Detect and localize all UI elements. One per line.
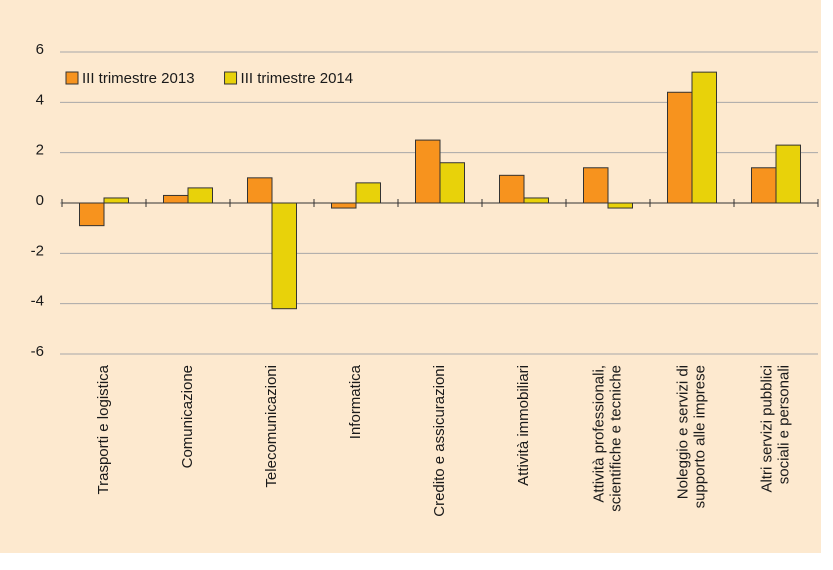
- x-tick-label: Altri servizi pubblicisociali e personal…: [758, 365, 792, 493]
- x-tick-label: Trasporti e logistica: [95, 364, 112, 494]
- y-tick-label: 0: [36, 192, 44, 209]
- bar: [607, 202, 633, 209]
- bar: [187, 187, 213, 204]
- x-tick-label-line: Attività professionali,: [590, 365, 607, 503]
- y-tick-label: -4: [31, 293, 44, 310]
- x-tick-label-line: Trasporti e logistica: [95, 364, 112, 494]
- x-tick-label-line: Informatica: [347, 364, 364, 439]
- y-tick-label: -2: [31, 242, 44, 259]
- x-tick-label-line: Noleggio e servizi di: [674, 365, 691, 499]
- bar: [775, 144, 801, 204]
- legend-swatch: [224, 71, 238, 85]
- bar: [523, 197, 549, 204]
- x-tick-label: Attività immobiliari: [515, 365, 532, 486]
- legend-label: III trimestre 2013: [82, 70, 195, 87]
- y-tick-label: 4: [36, 91, 44, 108]
- x-tick-label-line: Telecomunicazioni: [263, 365, 280, 488]
- x-tick-label: Attività professionali,scientifiche e te…: [590, 365, 624, 512]
- y-tick-label: -6: [31, 343, 44, 360]
- x-tick-label: Informatica: [347, 364, 364, 439]
- legend-swatch: [65, 71, 79, 85]
- x-tick-label-line: supporto alle imprese: [691, 365, 708, 508]
- x-tick-label-line: Altri servizi pubblici: [758, 365, 775, 493]
- x-tick-label-line: Credito e assicurazioni: [431, 365, 448, 517]
- bar: [751, 167, 777, 204]
- bar: [331, 202, 357, 209]
- x-tick-label: Comunicazione: [179, 365, 196, 468]
- x-tick-label-line: sociali e personali: [775, 365, 792, 484]
- bar: [247, 177, 273, 204]
- legend-label: III trimestre 2014: [241, 70, 354, 87]
- bar: [667, 91, 693, 204]
- bar: [583, 167, 609, 204]
- x-tick-label-line: Attività immobiliari: [515, 365, 532, 486]
- x-tick-label: Telecomunicazioni: [263, 365, 280, 488]
- bar: [415, 139, 441, 204]
- y-tick-label: 6: [36, 41, 44, 58]
- bar: [355, 182, 381, 204]
- bar: [163, 194, 189, 204]
- x-tick-label-line: Comunicazione: [179, 365, 196, 468]
- bar: [271, 202, 297, 310]
- x-tick-label: Noleggio e servizi disupporto alle impre…: [674, 365, 708, 508]
- bar: [103, 197, 129, 204]
- bar: [79, 202, 105, 227]
- bar: [439, 162, 465, 204]
- bar: [691, 71, 717, 204]
- x-tick-label-line: scientifiche e tecniche: [607, 365, 624, 512]
- y-tick-label: 2: [36, 142, 44, 159]
- x-tick-label: Credito e assicurazioni: [431, 365, 448, 517]
- bar: [499, 174, 525, 204]
